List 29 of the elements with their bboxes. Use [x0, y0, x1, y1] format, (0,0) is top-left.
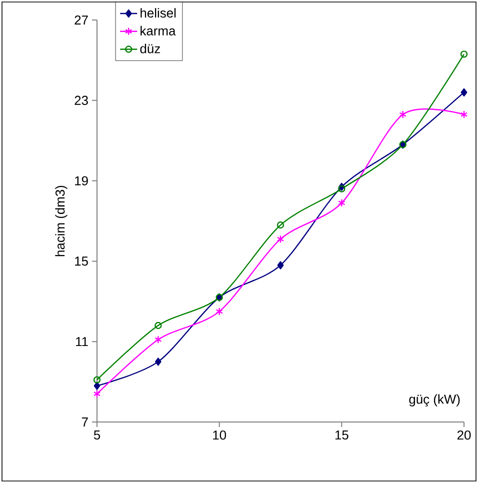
x-tick-label: 5 [94, 430, 100, 440]
point [276, 221, 284, 229]
y-tick-label: 19 [75, 176, 88, 186]
y-tick-label: 27 [74, 15, 88, 25]
point [154, 322, 162, 330]
point [276, 235, 284, 244]
point [94, 382, 100, 390]
point [338, 198, 346, 207]
legend-label: düz [140, 44, 160, 54]
x-tick-label: 20 [457, 430, 471, 440]
point [399, 110, 406, 119]
y-tick-label: 7 [82, 418, 88, 426]
y-tick-label: 23 [74, 96, 88, 105]
legend-label: helisel [140, 8, 176, 18]
point [154, 358, 162, 366]
point [460, 88, 468, 96]
y-tick-label: 11 [76, 337, 88, 346]
point [277, 261, 284, 270]
point [216, 307, 223, 316]
x-axis-title: güç (kW) [409, 394, 460, 406]
point [460, 110, 468, 119]
point [338, 185, 346, 192]
y-tick-label: 15 [75, 256, 88, 266]
x-tick-label: 10 [213, 430, 226, 440]
legend-label: karma [140, 26, 176, 36]
point [93, 390, 101, 398]
x-tick-label: 15 [335, 430, 348, 440]
y-axis-title: hacim (dm3) [55, 186, 68, 256]
point [154, 336, 162, 344]
